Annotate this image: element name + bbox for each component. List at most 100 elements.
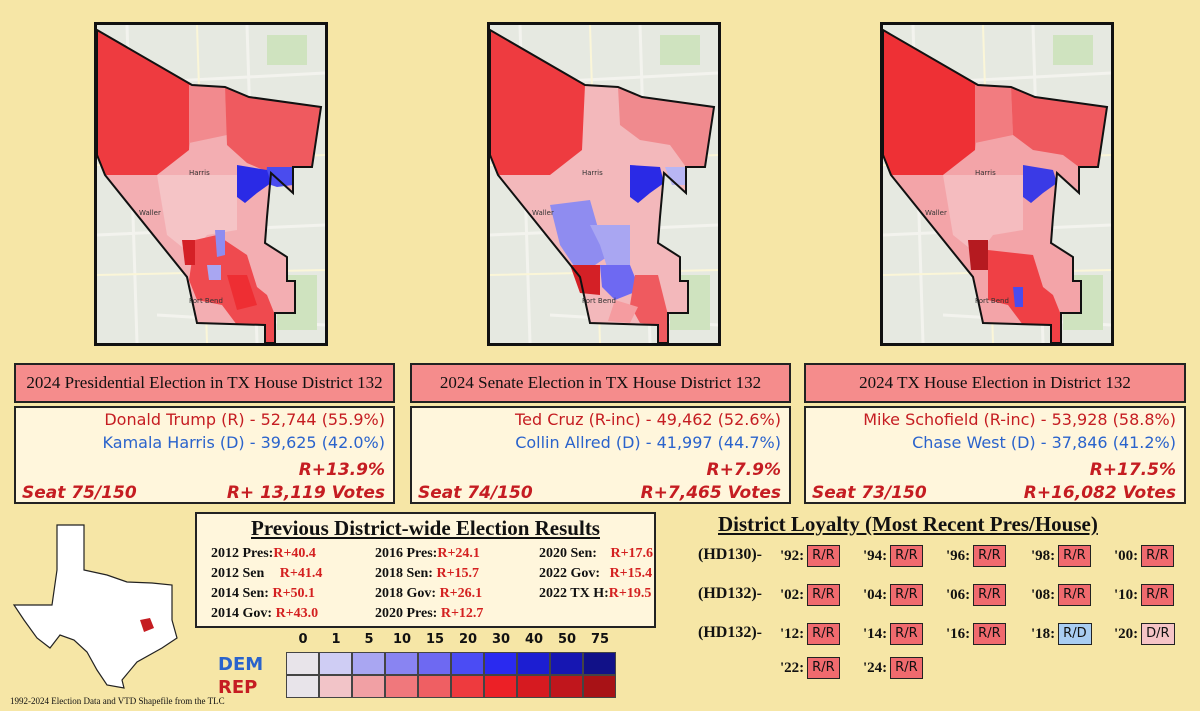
legend-rep-swatch — [484, 675, 517, 698]
district-loyalty-title: District Loyalty (Most Recent Pres/House… — [718, 512, 1098, 536]
legend-threshold: 20 — [458, 632, 478, 647]
loyalty-year: '12: — [780, 625, 805, 642]
rep-candidate-line: Ted Cruz (R-inc) - 49,462 (52.6%) — [515, 410, 781, 429]
loyalty-item: '00: R/R — [1114, 545, 1174, 567]
county-label-harris: Harris — [582, 169, 603, 177]
previous-result-item: 2022 TX H:R+19.5 — [539, 586, 651, 602]
loyalty-badge: R/D — [1058, 623, 1092, 645]
legend-rep-swatch — [517, 675, 550, 698]
loyalty-item: '20: D/R — [1114, 623, 1175, 645]
loyalty-year: '96: — [946, 547, 971, 564]
legend-threshold: 75 — [590, 632, 610, 647]
loyalty-badge: R/R — [1058, 584, 1091, 606]
result-value: R+15.4 — [609, 566, 653, 581]
legend-rep-swatch — [319, 675, 352, 698]
loyalty-item: '04: R/R — [863, 584, 923, 606]
map-presidential: Harris Waller Fort Bend — [94, 22, 328, 346]
result-value: R+26.1 — [439, 586, 483, 601]
loyalty-item: '06: R/R — [946, 584, 1006, 606]
loyalty-year: '14: — [863, 625, 888, 642]
rep-candidate-line: Mike Schofield (R-inc) - 53,928 (58.8%) — [863, 410, 1176, 429]
legend-threshold: 5 — [364, 632, 374, 647]
loyalty-year: '20: — [1114, 625, 1139, 642]
loyalty-year: '10: — [1114, 586, 1139, 603]
result-value: R+40.4 — [273, 546, 316, 561]
result-value: R+17.6 — [610, 546, 654, 561]
loyalty-badge: R/R — [807, 545, 840, 567]
previous-result-item: 2014 Gov: R+43.0 — [211, 606, 318, 622]
legend-threshold: 1 — [331, 632, 341, 647]
previous-result-item: 2022 Gov: R+15.4 — [539, 566, 652, 582]
loyalty-badge: R/R — [1058, 545, 1091, 567]
loyalty-year: '08: — [1031, 586, 1056, 603]
dem-candidate-line: Kamala Harris (D) - 39,625 (42.0%) — [102, 433, 385, 452]
legend-dem-swatch — [352, 652, 385, 675]
loyalty-year: '16: — [946, 625, 971, 642]
result-label: 2018 Sen: — [375, 566, 433, 581]
rep-candidate-line: Donald Trump (R) - 52,744 (55.9%) — [104, 410, 385, 429]
presidential-results: Donald Trump (R) - 52,744 (55.9%) Kamala… — [14, 406, 395, 504]
presidential-header: 2024 Presidential Election in TX House D… — [14, 363, 395, 403]
senate-header: 2024 Senate Election in TX House Distric… — [410, 363, 791, 403]
previous-result-item: 2016 Pres:R+24.1 — [375, 546, 480, 562]
loyalty-item: '10: R/R — [1114, 584, 1174, 606]
loyalty-item: '02: R/R — [780, 584, 840, 606]
previous-result-item: 2018 Gov: R+26.1 — [375, 586, 482, 602]
loyalty-item: '14: R/R — [863, 623, 923, 645]
legend-threshold: 0 — [298, 632, 308, 647]
result-label: 2012 Sen — [211, 566, 265, 581]
county-label-fort-bend: Fort Bend — [189, 297, 223, 305]
senate-results: Ted Cruz (R-inc) - 49,462 (52.6%) Collin… — [410, 406, 791, 504]
county-label-waller: Waller — [532, 209, 554, 217]
loyalty-badge: R/R — [973, 623, 1006, 645]
previous-result-item: 2012 Pres:R+40.4 — [211, 546, 316, 562]
loyalty-row-label: (HD132)- — [698, 624, 762, 641]
loyalty-year: '22: — [780, 659, 805, 676]
seat-rank: Seat 74/150 — [418, 483, 533, 503]
legend-dem-swatch — [583, 652, 616, 675]
result-value: R+12.7 — [440, 606, 484, 621]
previous-result-item: 2012 Sen R+41.4 — [211, 566, 322, 582]
result-label: 2020 Pres: — [375, 606, 438, 621]
legend-dem-swatch — [385, 652, 418, 675]
previous-results-title: Previous District-wide Election Results — [251, 516, 600, 540]
loyalty-item: '12: R/R — [780, 623, 840, 645]
loyalty-year: '92: — [780, 547, 805, 564]
loyalty-item: '92: R/R — [780, 545, 840, 567]
district-map: Harris Waller Fort Bend — [883, 25, 1111, 343]
county-label-waller: Waller — [139, 209, 161, 217]
margin-value: R+7.9% — [706, 460, 781, 480]
legend-threshold: 40 — [524, 632, 544, 647]
previous-result-item: 2020 Pres: R+12.7 — [375, 606, 483, 622]
loyalty-year: '18: — [1031, 625, 1056, 642]
result-value: R+19.5 — [608, 586, 652, 601]
loyalty-badge: R/R — [1141, 584, 1174, 606]
result-label: 2018 Gov: — [375, 586, 437, 601]
loyalty-badge: R/R — [890, 545, 923, 567]
previous-result-item: 2014 Sen: R+50.1 — [211, 586, 315, 602]
loyalty-item: '16: R/R — [946, 623, 1006, 645]
legend-rep-label: REP — [218, 677, 258, 698]
result-label: 2016 Pres: — [375, 546, 438, 561]
loyalty-badge: R/R — [807, 584, 840, 606]
county-label-fort-bend: Fort Bend — [582, 297, 616, 305]
county-label-harris: Harris — [975, 169, 996, 177]
loyalty-badge: R/R — [973, 545, 1006, 567]
loyalty-year: '04: — [863, 586, 888, 603]
legend-rep-swatch — [451, 675, 484, 698]
loyalty-item: '08: R/R — [1031, 584, 1091, 606]
result-label: 2014 Sen: — [211, 586, 269, 601]
loyalty-year: '02: — [780, 586, 805, 603]
loyalty-year: '06: — [946, 586, 971, 603]
dem-candidate-line: Chase West (D) - 37,846 (41.2%) — [912, 433, 1176, 452]
map-house: Harris Waller Fort Bend — [880, 22, 1114, 346]
house-header: 2024 TX House Election in District 132 — [804, 363, 1186, 403]
dem-candidate-line: Collin Allred (D) - 41,997 (44.7%) — [515, 433, 781, 452]
vote-margin: R+7,465 Votes — [640, 483, 781, 503]
loyalty-item: '24: R/R — [863, 657, 923, 679]
margin-value: R+17.5% — [1089, 460, 1176, 480]
legend-dem-swatch — [550, 652, 583, 675]
house-header-text: 2024 TX House Election in District 132 — [859, 373, 1131, 392]
texas-outline-map — [12, 524, 178, 689]
legend-dem-swatch — [484, 652, 517, 675]
